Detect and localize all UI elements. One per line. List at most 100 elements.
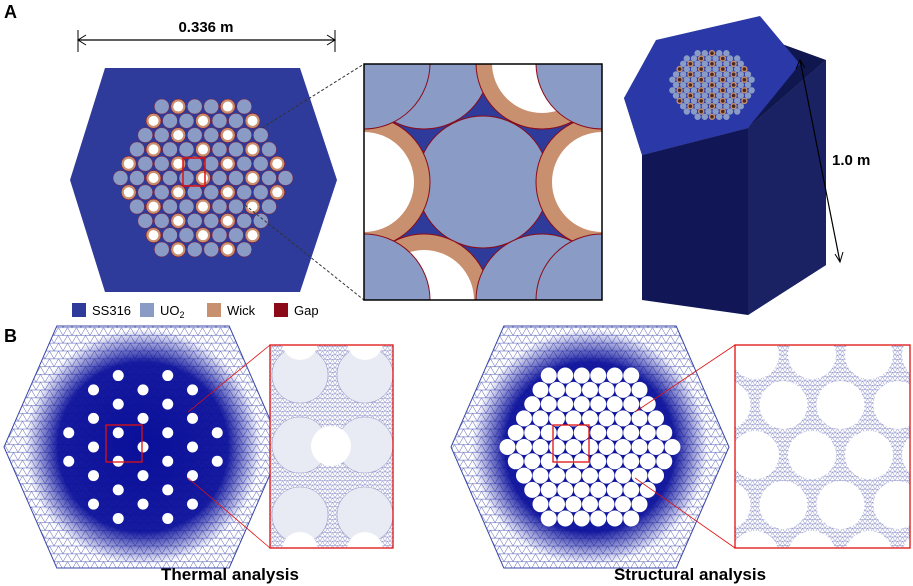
fuel-rod [137,213,153,229]
hole [549,496,565,513]
hole [590,510,607,527]
zoom-rods [364,64,602,300]
heat-pipe [247,230,258,241]
fuel-rod [535,233,602,300]
fuel-rod [236,98,252,115]
hole [623,510,640,527]
hole [590,424,607,441]
hole [63,455,75,467]
heat-pipe [731,83,736,87]
hole [565,439,582,455]
hole [590,481,607,498]
heat-pipe [677,77,682,82]
zoom-frame [269,344,394,549]
hole [788,345,836,379]
fuel-rod [683,76,690,83]
heat-pipe [148,144,159,155]
dimension-width: 0.336 m [178,19,233,36]
hole [573,453,590,470]
fuel-rod [694,60,701,68]
fuel-rod [734,55,741,62]
rod-lattice [112,98,294,258]
fuel-rod [705,55,712,62]
hole [606,453,623,470]
heat-pipe [710,51,714,56]
hole [540,424,557,441]
heat-pipe [222,101,233,112]
fuel-rod [162,198,178,215]
heat-pipe [247,115,258,126]
hole [623,481,640,498]
hole [112,427,124,439]
hole [565,467,582,484]
hole [598,439,615,455]
fuel-rod [716,81,723,89]
fuel-rod [211,113,228,129]
heat-pipe [173,130,184,141]
hole [590,367,607,384]
fuel-rod [716,71,723,78]
heat-pipe [272,158,283,169]
hole [873,381,910,429]
fuel-rod [680,81,687,89]
heat-pipe [721,77,725,82]
heat-pipe [173,101,184,112]
heat-pipe [198,230,208,241]
fuel-rod [203,156,219,172]
fuel-rod [261,170,277,186]
hole [902,437,910,473]
hole [347,532,383,548]
fuel-rod [701,113,708,120]
heat-pipe [731,104,736,108]
hole [606,367,623,384]
hole [565,410,582,427]
hole [524,396,541,413]
fuel-rod [726,97,734,105]
zoom-marker [552,424,590,463]
heat-pipe [710,104,714,108]
hole [631,467,648,484]
zoom-marker [105,424,143,463]
hole [735,482,751,528]
panel-label: B [4,326,17,346]
fuel-rod [154,184,170,200]
fuel-rod [723,60,730,68]
fuel-rod [261,198,277,215]
fuel-rod [705,108,712,115]
hole [88,412,99,424]
zoom-connector [244,63,365,301]
heat-pipe [731,62,736,66]
fuel-rod [716,50,723,57]
heat-pipe [677,99,682,103]
heat-pipe [731,93,736,98]
legend-swatch [140,303,154,317]
fuel-rod [694,71,701,78]
fuel-rod [416,115,550,249]
hole [759,381,808,429]
fuel-rod [701,50,708,57]
hole [549,439,565,455]
fuel-rod [726,87,734,94]
caption: Thermal analysis [161,565,299,584]
legend-swatch [72,303,86,317]
heat-pipe [688,93,693,98]
hole [524,481,541,498]
fuel-rod [178,227,195,243]
hole [648,467,664,484]
fuel-rod [154,213,170,229]
hole [598,410,615,427]
hole [623,453,640,470]
fuel-rod [694,102,701,110]
hole [162,484,174,496]
structural-mesh [450,325,911,569]
fuel-rod [203,213,219,229]
fuel-rod [701,102,708,110]
heat-pipe [198,173,208,183]
hole [565,381,582,398]
hole [211,427,223,439]
fuel-rod [712,108,719,115]
fuel-rod [669,76,676,83]
fuel-rod [701,92,708,99]
heat-pipe [222,215,233,226]
